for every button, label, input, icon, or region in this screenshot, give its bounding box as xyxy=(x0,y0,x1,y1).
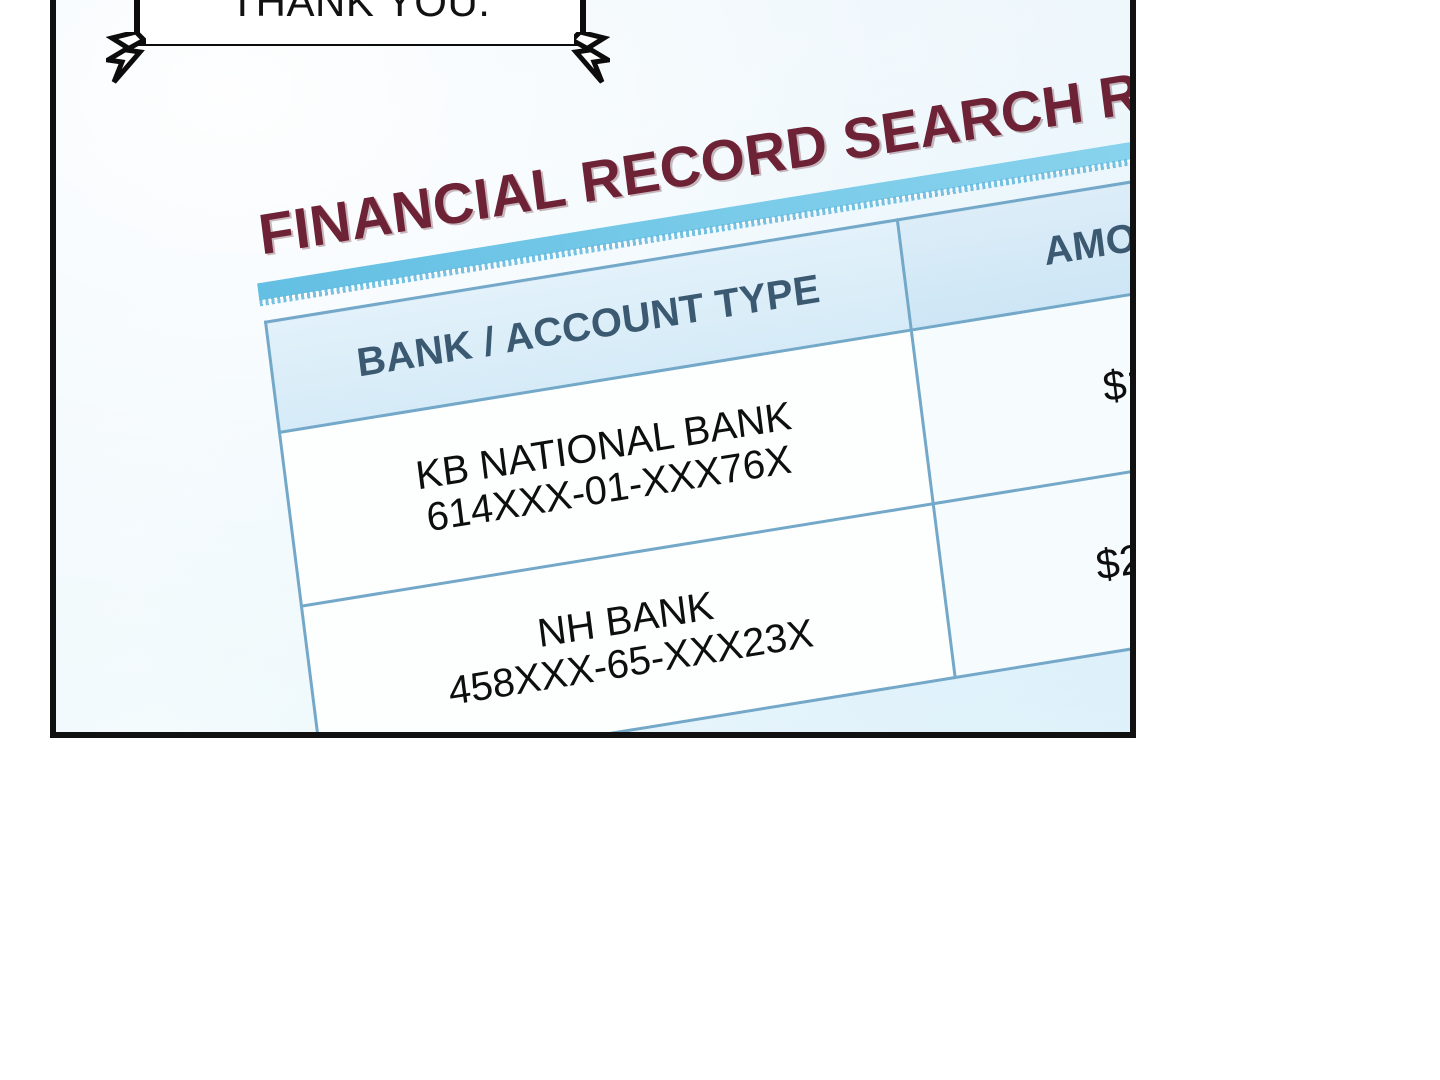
speech-bubble: THANK YOU. xyxy=(106,0,610,84)
bubble-seam-mask xyxy=(146,34,574,44)
speech-bubble-text: THANK YOU. xyxy=(229,0,491,25)
comic-panel: FINANCIAL RECORD SEARCH RESULTS BANK / A… xyxy=(50,0,1136,738)
financial-document: FINANCIAL RECORD SEARCH RESULTS BANK / A… xyxy=(166,0,1130,732)
